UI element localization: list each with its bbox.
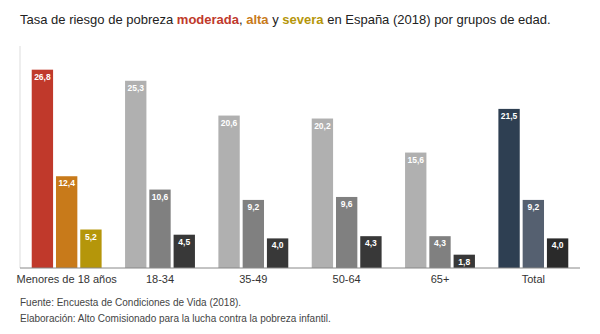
x-axis-line <box>20 268 580 269</box>
x-tick-label: Total <box>522 273 545 285</box>
data-label: 20,6 <box>221 118 238 128</box>
data-label: 12,4 <box>58 178 75 188</box>
bar <box>454 255 475 268</box>
bars <box>32 70 569 268</box>
title-part: en España (2018) por grupos de edad. <box>324 12 551 27</box>
bar <box>267 238 288 268</box>
bar <box>405 153 426 268</box>
data-label: 25,3 <box>127 83 144 93</box>
title-part: , <box>239 12 246 27</box>
bar <box>243 200 264 268</box>
data-label: 4,3 <box>365 238 377 248</box>
footnote: Elaboración: Alto Comisionado para la lu… <box>20 313 331 324</box>
data-label: 4,0 <box>552 240 564 250</box>
data-label: 9,2 <box>247 202 259 212</box>
data-label: 4,0 <box>272 240 284 250</box>
y-axis-line <box>20 46 21 268</box>
data-label: 4,3 <box>434 238 446 248</box>
bar <box>360 236 381 268</box>
bar <box>498 109 519 268</box>
series-name: alta <box>246 12 269 27</box>
x-tick-label: 18-34 <box>146 273 174 285</box>
data-label: 4,5 <box>178 237 190 247</box>
x-tick-label: 35-49 <box>239 273 267 285</box>
title-part: y <box>269 12 283 27</box>
title: Tasa de riesgo de pobreza moderada, alta… <box>20 12 551 27</box>
x-tick-label: Menores de 18 años <box>17 273 118 285</box>
series-name: moderada <box>177 12 240 27</box>
data-label: 10,6 <box>152 192 169 202</box>
x-tick-label: 50-64 <box>333 273 361 285</box>
bar <box>547 238 568 268</box>
bar <box>32 70 53 268</box>
data-label: 5,2 <box>85 232 97 242</box>
bar <box>218 116 239 268</box>
title-part: Tasa de riesgo de pobreza <box>20 12 177 27</box>
bar <box>174 235 195 268</box>
chart: Tasa de riesgo de pobreza moderada, alta… <box>0 0 600 334</box>
bar <box>56 176 77 268</box>
data-label: 15,6 <box>407 155 424 165</box>
data-label: 20,2 <box>314 121 331 131</box>
data-labels: 26,8 25,3 20,6 20,2 15,6 21,5 12,4 10,6 9,2 9,6 4,… <box>34 72 564 267</box>
bar <box>125 81 146 268</box>
series-name: severa <box>282 12 324 27</box>
data-label: 9,6 <box>341 199 353 209</box>
data-label: 26,8 <box>34 72 51 82</box>
bar <box>149 190 170 268</box>
bar <box>312 119 333 268</box>
footnote: Fuente: Encuesta de Condiciones de Vida … <box>20 297 241 308</box>
x-tick-label: 65+ <box>431 273 450 285</box>
bar <box>429 236 450 268</box>
data-label: 1,8 <box>458 257 470 267</box>
bar <box>523 200 544 268</box>
bar <box>336 197 357 268</box>
bar <box>80 230 101 268</box>
data-label: 9,2 <box>527 202 539 212</box>
data-label: 21,5 <box>501 111 518 121</box>
